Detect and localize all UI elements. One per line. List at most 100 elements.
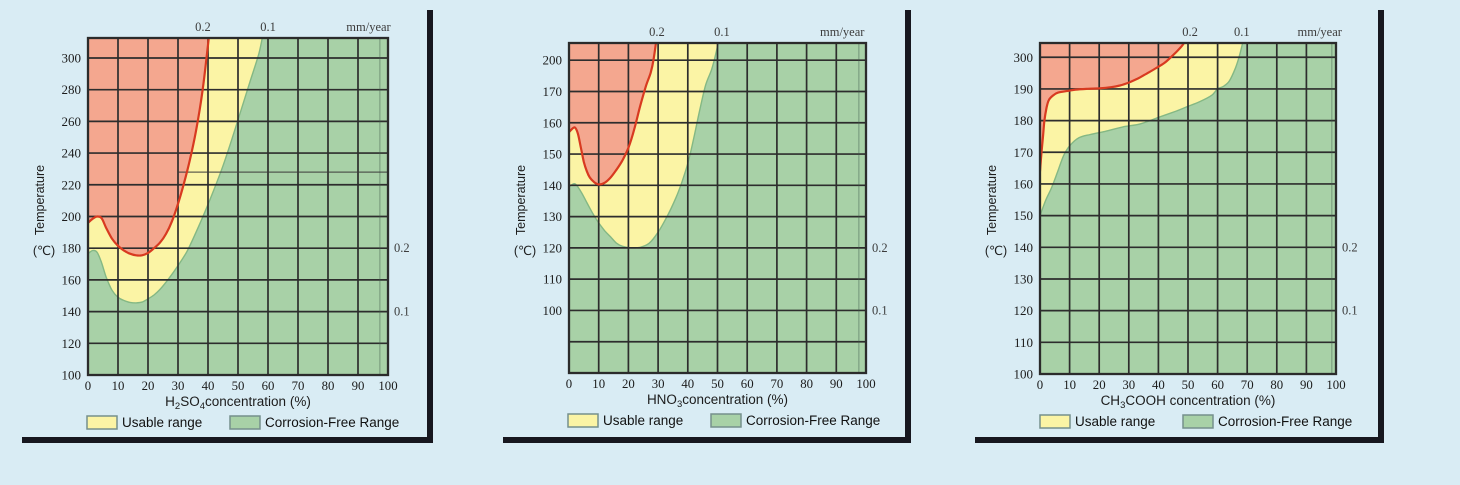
x-tick-label: 40 (202, 379, 215, 393)
x-tick-label: 50 (711, 377, 724, 391)
legend-label-corrosion-free: Corrosion-Free Range (746, 413, 880, 428)
x-tick-label: 10 (592, 377, 605, 391)
y-tick-label: 180 (62, 241, 82, 256)
x-tick-label: 90 (352, 379, 365, 393)
y-axis-unit: (℃) (33, 244, 55, 258)
top-label-mm-year: mm/year (820, 25, 865, 39)
y-tick-label: 200 (543, 53, 563, 68)
legend-label-corrosion-free: Corrosion-Free Range (1218, 414, 1352, 429)
x-tick-label: 40 (1152, 378, 1165, 392)
x-tick-label: 100 (378, 379, 397, 393)
right-label-0-1: 0.1 (1342, 304, 1358, 318)
top-label-0-2: 0.2 (195, 20, 211, 34)
panel-frame-vertical (905, 10, 911, 443)
x-tick-label: 70 (771, 377, 784, 391)
legend-label-corrosion-free: Corrosion-Free Range (265, 415, 399, 430)
right-label-0-1: 0.1 (394, 305, 410, 319)
y-tick-label: 150 (1014, 208, 1034, 223)
x-tick-label: 20 (142, 379, 155, 393)
x-tick-label: 80 (800, 377, 813, 391)
x-tick-label: 60 (741, 377, 754, 391)
x-axis-title: H2SO4concentration (%) (165, 394, 311, 412)
right-label-0-2: 0.2 (394, 241, 410, 255)
x-tick-label: 100 (856, 377, 875, 391)
y-tick-label: 100 (1014, 367, 1034, 382)
y-tick-label: 120 (1014, 303, 1034, 318)
top-label-0-2: 0.2 (649, 25, 665, 39)
legend-label-usable: Usable range (603, 413, 683, 428)
legend-swatch-corrosion-free (229, 415, 261, 430)
plot-border (86, 36, 390, 377)
corrosion-region (1040, 43, 1184, 172)
x-tick-label: 40 (681, 377, 694, 391)
y-tick-label: 120 (543, 240, 563, 255)
iso-corrosion-curve-0-2 (1040, 43, 1186, 172)
iso-corrosion-curve-0-1 (88, 38, 263, 304)
x-tick-label: 10 (112, 379, 125, 393)
y-tick-label: 150 (543, 147, 563, 162)
grid (88, 38, 388, 375)
y-tick-label: 140 (1014, 240, 1034, 255)
legend-swatch-corrosion-free (710, 413, 742, 428)
legend-swatch-corrosion-free (1182, 414, 1214, 429)
plot-border (567, 41, 868, 375)
y-tick-label: 170 (543, 84, 563, 99)
legend-swatch-usable (567, 413, 599, 428)
x-tick-label: 50 (1182, 378, 1195, 392)
y-tick-label: 240 (62, 146, 82, 161)
x-tick-label: 20 (622, 377, 635, 391)
y-tick-label: 180 (1014, 113, 1034, 128)
y-tick-label: 260 (62, 114, 82, 129)
x-tick-label: 90 (1300, 378, 1313, 392)
y-tick-label: 160 (1014, 176, 1034, 191)
y-tick-label: 130 (1014, 271, 1034, 286)
top-label-0-2: 0.2 (1182, 25, 1198, 39)
x-tick-label: 90 (830, 377, 843, 391)
x-axis-title: HNO3concentration (%) (647, 392, 788, 410)
x-tick-label: 20 (1093, 378, 1106, 392)
x-tick-label: 70 (1241, 378, 1254, 392)
y-tick-label: 220 (62, 177, 82, 192)
x-tick-label: 100 (1326, 378, 1345, 392)
y-tick-label: 110 (1014, 335, 1033, 350)
panel-frame-vertical (427, 10, 433, 443)
top-label-mm-year: mm/year (346, 20, 391, 34)
y-tick-label: 280 (62, 82, 82, 97)
y-tick-label: 100 (543, 303, 563, 318)
x-tick-label: 70 (292, 379, 305, 393)
panel-frame-horizontal (22, 437, 433, 443)
y-axis-title: Temperature (33, 165, 47, 235)
y-tick-label: 100 (62, 368, 82, 383)
corrosion-region (569, 43, 656, 185)
right-label-0-2: 0.2 (872, 241, 888, 255)
y-tick-label: 160 (62, 272, 82, 287)
iso-corrosion-curve-0-2 (88, 38, 210, 257)
x-axis-title: CH3COOH concentration (%) (1101, 393, 1276, 411)
y-tick-label: 170 (1014, 145, 1034, 160)
x-tick-label: 0 (85, 379, 91, 393)
x-tick-label: 30 (1122, 378, 1135, 392)
legend-swatch-usable (86, 415, 118, 430)
panel-frame-vertical (1378, 10, 1384, 443)
x-tick-label: 80 (1270, 378, 1283, 392)
x-tick-label: 50 (232, 379, 245, 393)
iso-corrosion-curve-0-2 (569, 43, 658, 186)
top-label-mm-year: mm/year (1298, 25, 1343, 39)
plot-border (1038, 41, 1338, 376)
legend-swatch-usable (1039, 414, 1071, 429)
x-tick-label: 10 (1063, 378, 1076, 392)
y-tick-label: 140 (62, 304, 82, 319)
legend-label-usable: Usable range (1075, 414, 1155, 429)
panel-frame-horizontal (975, 437, 1384, 443)
y-tick-label: 190 (1014, 81, 1034, 96)
y-tick-label: 300 (62, 50, 82, 65)
y-tick-label: 160 (543, 115, 563, 130)
top-label-0-1: 0.1 (260, 20, 276, 34)
y-tick-label: 130 (543, 209, 563, 224)
x-tick-label: 0 (566, 377, 572, 391)
chart-panel-hno3: 200 170 160 150 140 130 120 110 100 0 10 20 30 40 50 60… (503, 10, 911, 443)
y-axis-unit: (℃) (514, 244, 536, 258)
y-tick-label: 140 (543, 178, 563, 193)
